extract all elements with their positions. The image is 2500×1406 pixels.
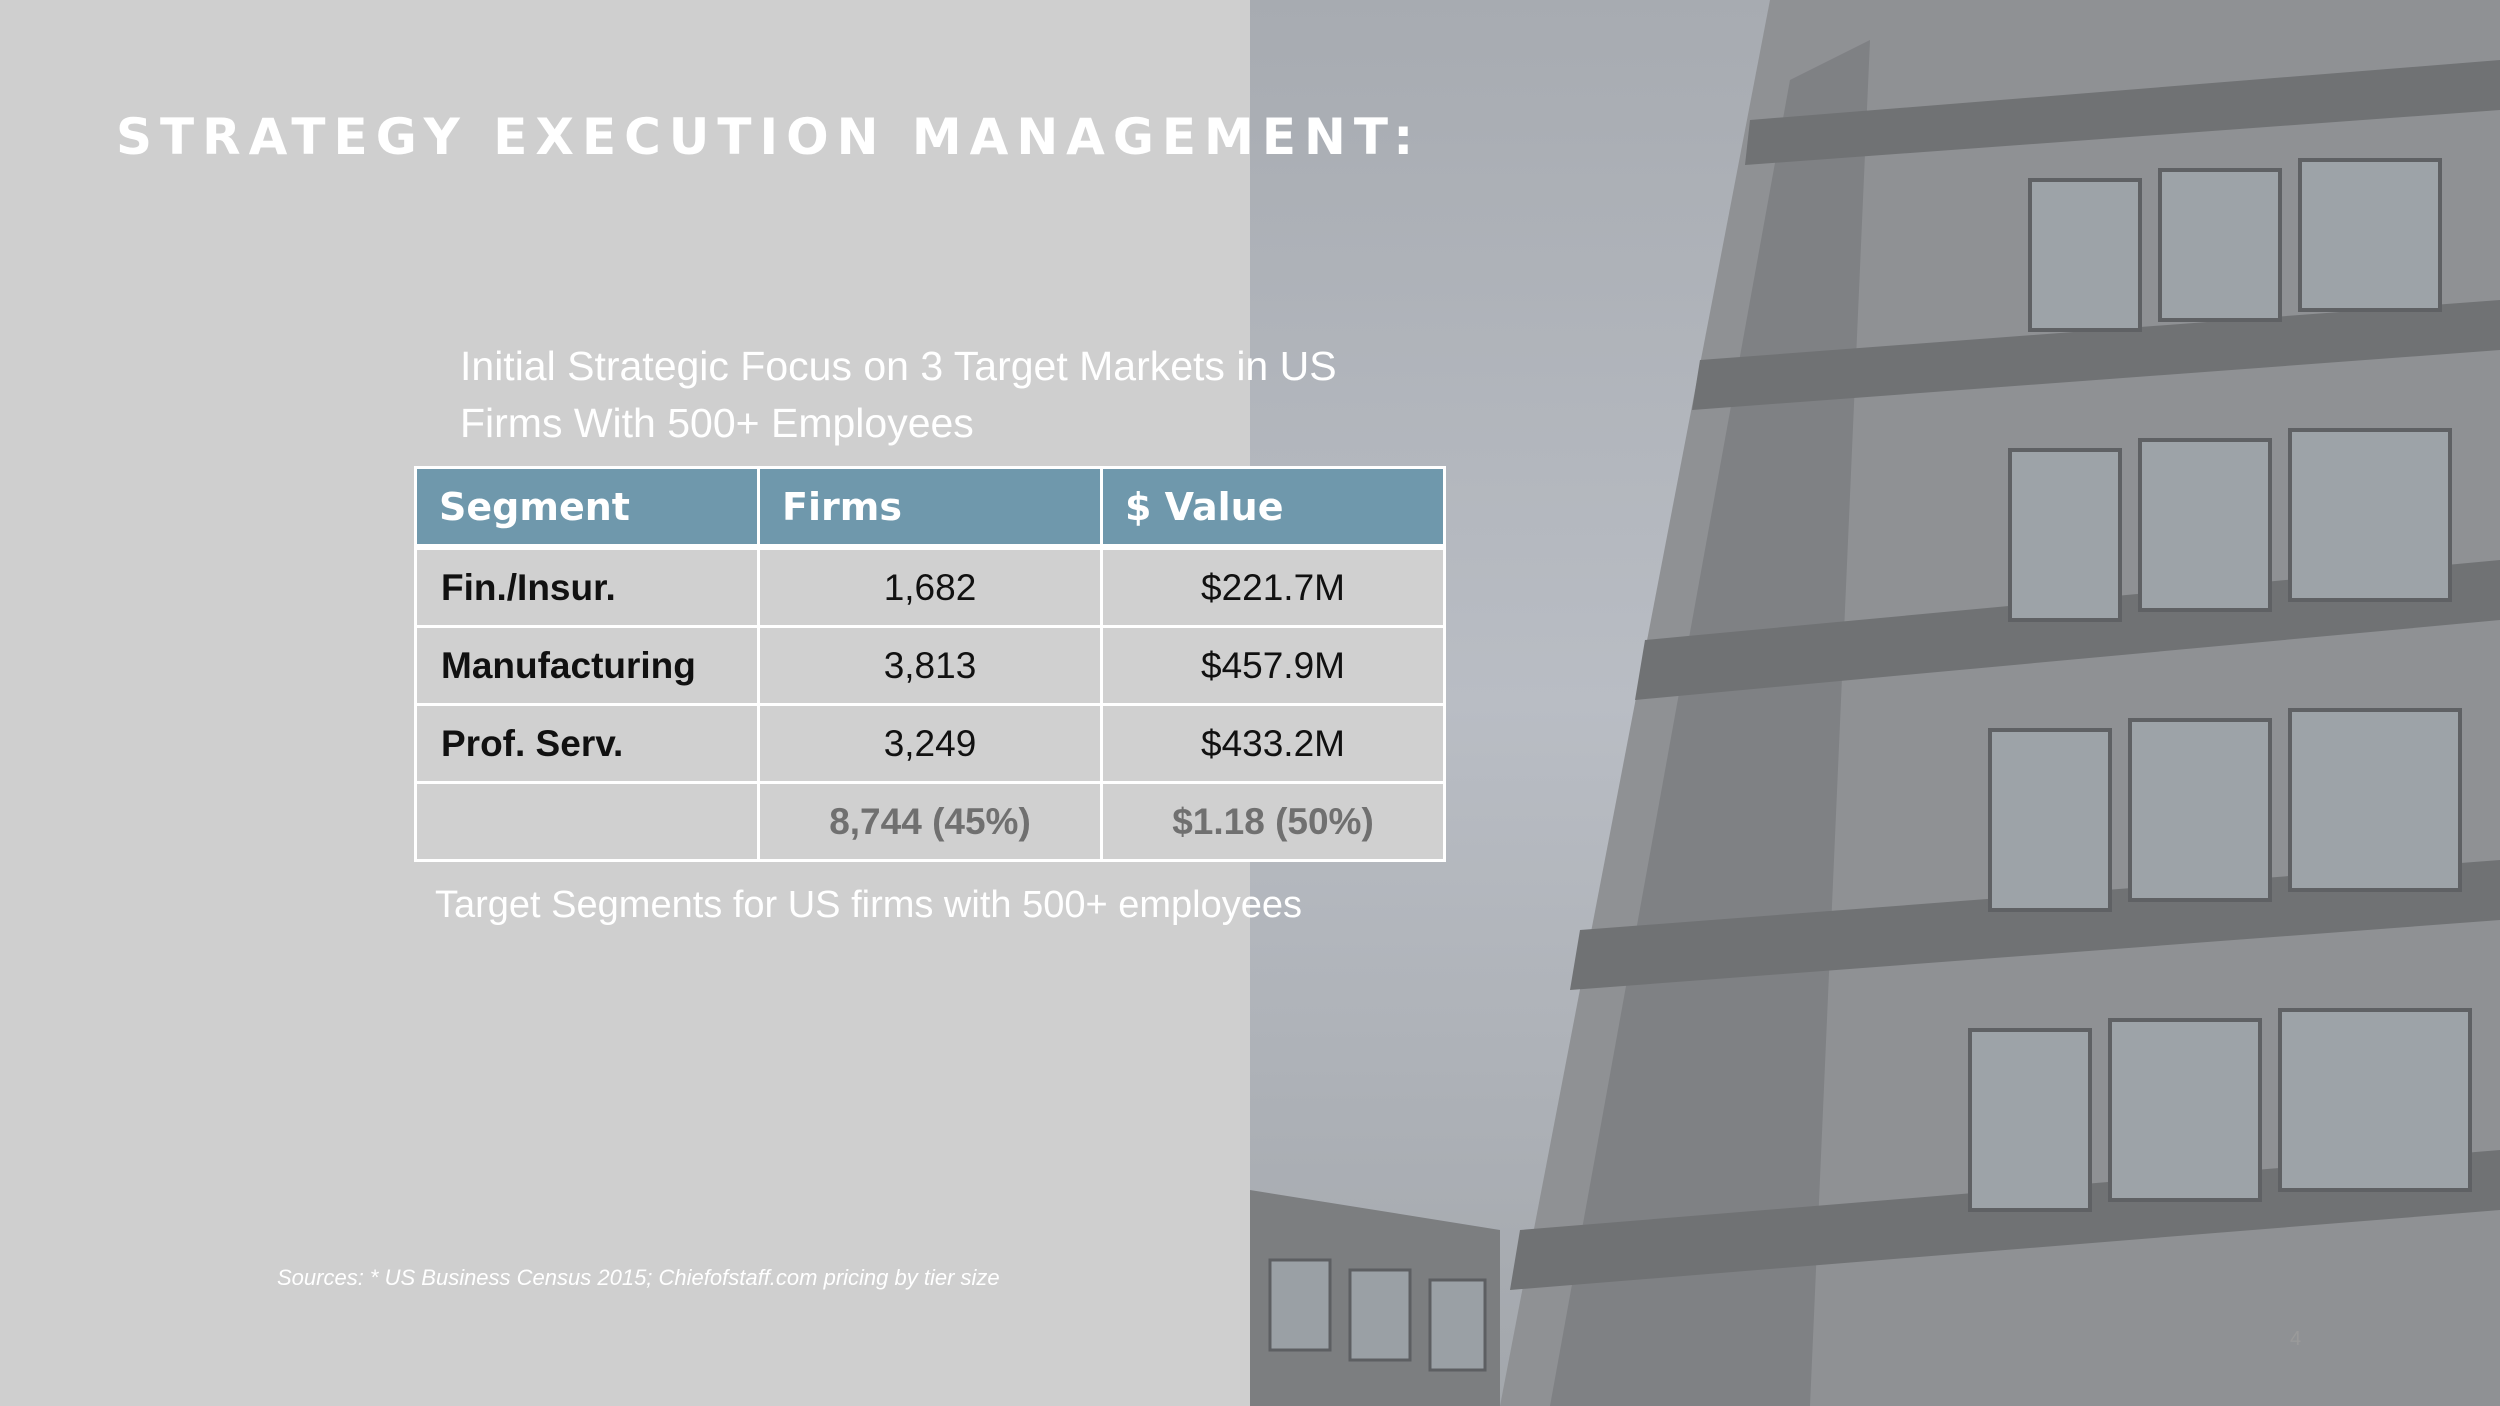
value-cell: $457.9M bbox=[1100, 625, 1446, 706]
value-cell: $433.2M bbox=[1100, 703, 1446, 784]
firms-cell: 3,813 bbox=[757, 625, 1103, 706]
firms-total-cell: 8,744 (45%) bbox=[757, 781, 1103, 862]
segment-cell bbox=[414, 781, 760, 862]
sources-note: Sources: * US Business Census 2015; Chie… bbox=[277, 1265, 1000, 1290]
value-cell: $221.7M bbox=[1100, 545, 1446, 628]
segment-cell: Fin./Insur. bbox=[414, 545, 760, 628]
page-number: 4 bbox=[2290, 1328, 2302, 1350]
table-row: Fin./Insur. 1,682 $221.7M bbox=[414, 545, 1446, 628]
building-photo-illustration bbox=[1250, 0, 2500, 1406]
table-total-row: 8,744 (45%) $1.18 (50%) bbox=[414, 781, 1446, 862]
value-total-cell: $1.18 (50%) bbox=[1100, 781, 1446, 862]
table-row: Manufacturing 3,813 $457.9M bbox=[414, 625, 1446, 706]
firms-cell: 3,249 bbox=[757, 703, 1103, 784]
subtitle-line-2: Firms With 500+ Employees bbox=[460, 400, 974, 446]
building-photo bbox=[1250, 0, 2500, 1406]
table-caption: Target Segments for US firms with 500+ e… bbox=[435, 884, 1302, 926]
subtitle-line-1: Initial Strategic Focus on 3 Target Mark… bbox=[460, 343, 1337, 389]
firms-cell: 1,682 bbox=[757, 545, 1103, 628]
segment-cell: Prof. Serv. bbox=[414, 703, 760, 784]
header-value: $ Value bbox=[1100, 466, 1446, 550]
table-header-row: Segment Firms $ Value bbox=[414, 466, 1446, 550]
market-table: Segment Firms $ Value Fin./Insur. 1,682 … bbox=[414, 466, 1446, 862]
table-subtitle: Initial Strategic Focus on 3 Target Mark… bbox=[460, 338, 1460, 452]
table-row: Prof. Serv. 3,249 $433.2M bbox=[414, 703, 1446, 784]
header-segment: Segment bbox=[414, 466, 760, 550]
segment-cell: Manufacturing bbox=[414, 625, 760, 706]
slide-title: STRATEGY EXECUTION MANAGEMENT: bbox=[116, 108, 1422, 166]
header-firms: Firms bbox=[757, 466, 1103, 550]
